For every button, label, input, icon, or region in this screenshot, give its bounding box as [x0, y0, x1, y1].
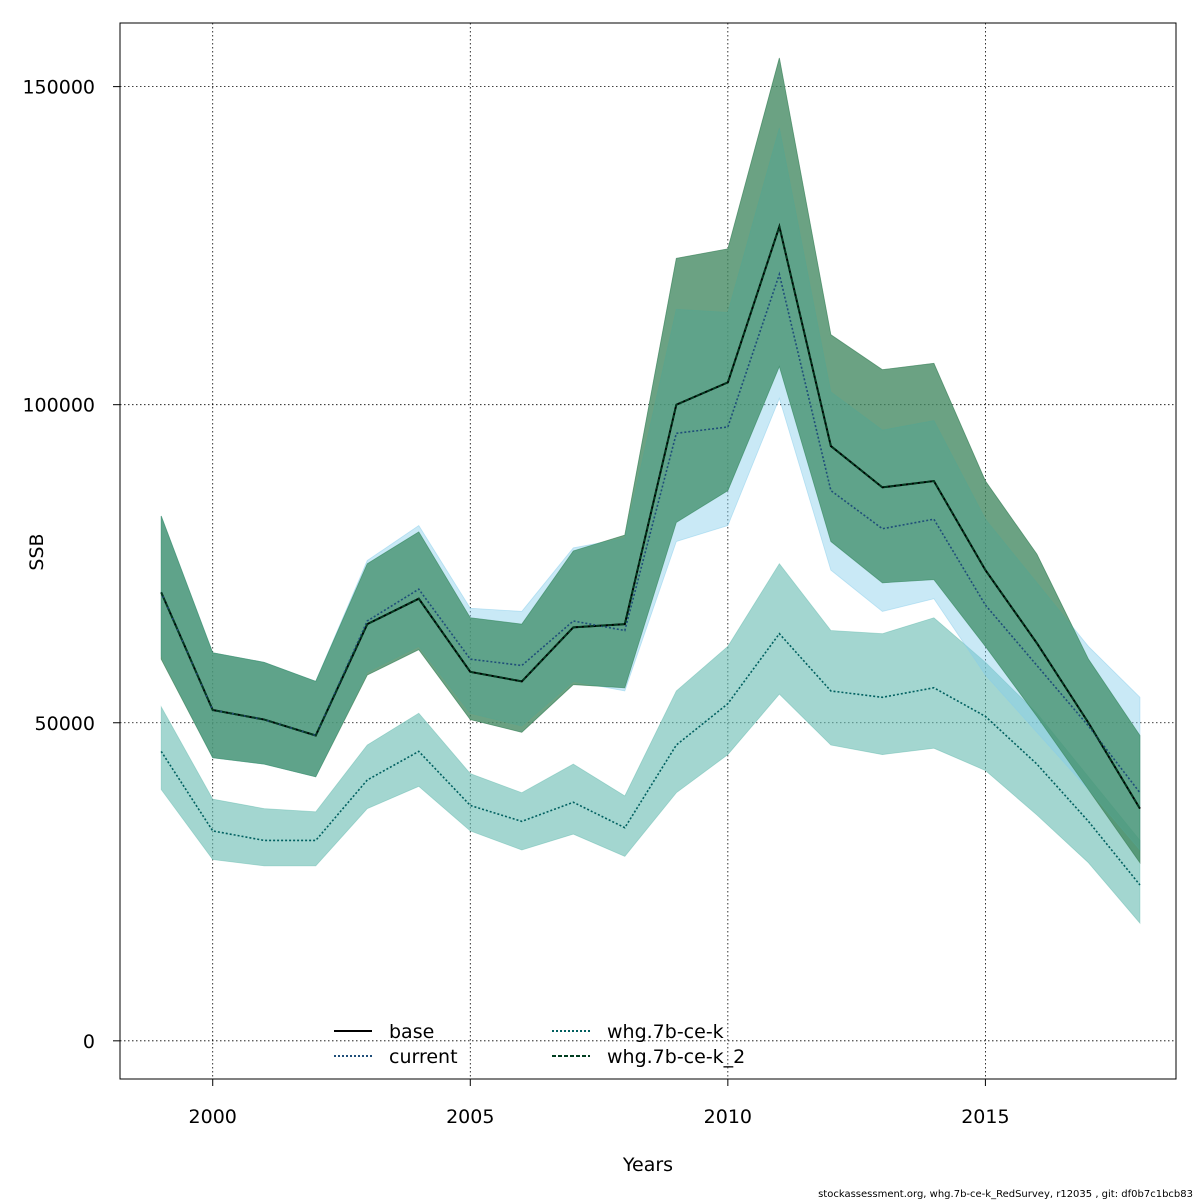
x-tick-label: 2005 [446, 1106, 494, 1128]
confidence-band-whg-7b-ce-k [160, 563, 1141, 925]
y-tick-label: 100000 [22, 395, 95, 417]
series-lines [160, 222, 1141, 886]
axes: 2000 2005 2010 2015 0 50000 100000 150000 [22, 77, 1009, 1128]
legend-label: whg.7b-ce-k [607, 1021, 724, 1043]
confidence-bands [160, 57, 1141, 925]
y-tick-label: 0 [83, 1031, 95, 1053]
legend-label: current [389, 1046, 458, 1068]
x-tick-label: 2000 [189, 1106, 237, 1128]
legend: base current whg.7b-ce-k whg.7b-ce-k_2 [334, 1021, 745, 1068]
y-axis-title: SSB [26, 533, 48, 570]
y-tick-label: 150000 [22, 77, 95, 99]
plot-frame [119, 22, 1177, 1080]
x-tick-label: 2015 [961, 1106, 1009, 1128]
series-line-whg-7b-ce-k-2 [160, 223, 1141, 810]
footer-caption: stockassessment.org, whg.7b-ce-k_RedSurv… [818, 1189, 1193, 1200]
y-tick-label: 50000 [35, 713, 95, 735]
x-axis-title: Years [622, 1154, 673, 1176]
legend-label: whg.7b-ce-k_2 [607, 1046, 745, 1068]
confidence-band-whg-7b-ce-k-2 [160, 57, 1141, 864]
legend-label: base [389, 1021, 434, 1043]
x-tick-label: 2010 [704, 1106, 752, 1128]
